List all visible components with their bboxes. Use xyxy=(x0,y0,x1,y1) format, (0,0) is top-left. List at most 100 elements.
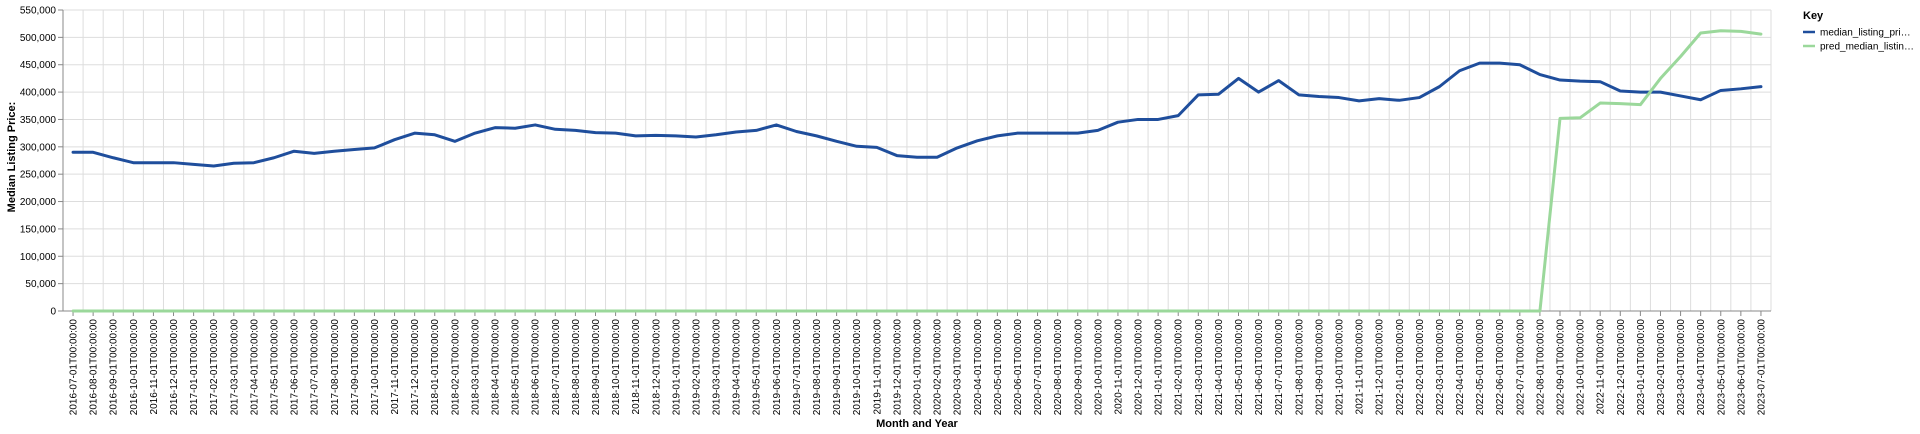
x-tick-label: 2021-01-01T00:00:00 xyxy=(1154,319,1165,416)
x-tick-label: 2021-09-01T00:00:00 xyxy=(1314,319,1325,416)
series-line-1 xyxy=(71,61,1763,168)
y-tick-label: 0 xyxy=(50,307,56,318)
x-tick-label: 2016-12-01T00:00:00 xyxy=(169,319,180,416)
x-tick-label: 2018-04-01T00:00:00 xyxy=(491,319,502,416)
x-tick-label: 2020-11-01T00:00:00 xyxy=(1113,319,1124,415)
x-tick-label: 2019-09-01T00:00:00 xyxy=(832,319,843,416)
x-tick-label: 2022-05-01T00:00:00 xyxy=(1475,319,1486,416)
x-tick-label: 2020-02-01T00:00:00 xyxy=(933,319,944,416)
x-tick-label: 2018-08-01T00:00:00 xyxy=(571,319,582,416)
x-tick-label: 2019-08-01T00:00:00 xyxy=(812,319,823,416)
x-tick-label: 2022-03-01T00:00:00 xyxy=(1435,319,1446,416)
y-tick-label: 400,000 xyxy=(20,88,57,99)
x-tick-label: 2021-10-01T00:00:00 xyxy=(1334,319,1345,416)
y-tick-label: 50,000 xyxy=(25,279,56,290)
y-tick-label: 300,000 xyxy=(20,142,57,153)
grid xyxy=(62,9,1772,312)
x-tick-label: 2020-12-01T00:00:00 xyxy=(1134,319,1145,416)
y-axis-title: Median Listing Price: xyxy=(6,102,18,213)
x-tick-label: 2022-04-01T00:00:00 xyxy=(1455,319,1466,416)
x-tick-label: 2020-09-01T00:00:00 xyxy=(1073,319,1084,416)
x-tick-label: 2018-03-01T00:00:00 xyxy=(470,319,481,416)
x-tick-label: 2019-02-01T00:00:00 xyxy=(691,319,702,416)
x-tick-label: 2017-12-01T00:00:00 xyxy=(410,319,421,416)
x-tick-label: 2020-07-01T00:00:00 xyxy=(1033,319,1044,416)
x-tick-label: 2017-09-01T00:00:00 xyxy=(350,319,361,416)
y-tick-label: 350,000 xyxy=(20,115,57,126)
x-tick-label: 2023-04-01T00:00:00 xyxy=(1696,319,1707,416)
x-tick-label: 2016-08-01T00:00:00 xyxy=(89,319,100,416)
x-tick-label: 2021-12-01T00:00:00 xyxy=(1375,319,1386,416)
x-tick-label: 2018-09-01T00:00:00 xyxy=(591,319,602,416)
x-tick-label: 2022-09-01T00:00:00 xyxy=(1556,319,1567,416)
y-tick-label: 250,000 xyxy=(20,170,57,181)
x-tick-label: 2017-07-01T00:00:00 xyxy=(310,319,321,416)
x-tick-label: 2018-11-01T00:00:00 xyxy=(631,319,642,415)
legend-label: pred_median_listin… xyxy=(1820,42,1914,53)
x-tick-label: 2018-05-01T00:00:00 xyxy=(511,319,522,416)
x-tick-label: 2022-07-01T00:00:00 xyxy=(1515,319,1526,416)
x-tick-label: 2022-08-01T00:00:00 xyxy=(1535,319,1546,416)
x-tick-label: 2018-12-01T00:00:00 xyxy=(651,319,662,416)
x-tick-label: 2021-11-01T00:00:00 xyxy=(1355,319,1366,415)
x-tick-label: 2019-12-01T00:00:00 xyxy=(892,319,903,416)
x-tick-label: 2020-06-01T00:00:00 xyxy=(1013,319,1024,416)
x-tick-label: 2016-07-01T00:00:00 xyxy=(69,319,80,416)
x-tick-label: 2019-05-01T00:00:00 xyxy=(752,319,763,416)
x-tick-label: 2021-08-01T00:00:00 xyxy=(1294,319,1305,416)
x-tick-label: 2022-12-01T00:00:00 xyxy=(1616,319,1627,416)
x-tick-label: 2021-04-01T00:00:00 xyxy=(1214,319,1225,416)
x-tick-label: 2019-07-01T00:00:00 xyxy=(792,319,803,416)
series-line-2 xyxy=(71,29,1763,313)
x-tick-label: 2018-02-01T00:00:00 xyxy=(450,319,461,416)
x-tick-label: 2017-08-01T00:00:00 xyxy=(330,319,341,416)
x-tick-label: 2017-11-01T00:00:00 xyxy=(390,319,401,415)
x-tick-label: 2018-01-01T00:00:00 xyxy=(430,319,441,416)
legend: Key median_listing_pri… pred_median_listi… xyxy=(1803,10,1914,53)
x-tick-label: 2023-06-01T00:00:00 xyxy=(1736,319,1747,416)
y-tick-label: 450,000 xyxy=(20,60,57,71)
y-tick-label: 550,000 xyxy=(20,6,57,17)
x-tick-label: 2018-06-01T00:00:00 xyxy=(531,319,542,416)
x-tick-label: 2022-01-01T00:00:00 xyxy=(1395,319,1406,416)
x-tick-label: 2020-04-01T00:00:00 xyxy=(973,319,984,416)
x-axis-title: Month and Year xyxy=(876,418,958,430)
x-tick-label: 2019-03-01T00:00:00 xyxy=(712,319,723,416)
x-tick-label: 2017-04-01T00:00:00 xyxy=(249,319,260,416)
x-tick-label: 2021-05-01T00:00:00 xyxy=(1234,319,1245,416)
y-tick-label: 200,000 xyxy=(20,197,57,208)
y-axis: 0 50,000 100,000 150,000 200,000 250,000 300,0… xyxy=(20,6,64,318)
x-tick-label: 2019-10-01T00:00:00 xyxy=(852,319,863,416)
y-tick-label: 100,000 xyxy=(20,252,57,263)
x-tick-label: 2019-11-01T00:00:00 xyxy=(872,319,883,415)
x-tick-label: 2017-10-01T00:00:00 xyxy=(370,319,381,416)
x-tick-label: 2020-03-01T00:00:00 xyxy=(953,319,964,416)
legend-label: median_listing_pri… xyxy=(1820,28,1911,39)
x-tick-label: 2018-10-01T00:00:00 xyxy=(611,319,622,416)
x-tick-label: 2017-06-01T00:00:00 xyxy=(290,319,301,416)
x-tick-label: 2017-01-01T00:00:00 xyxy=(189,319,200,416)
x-tick-label: 2020-05-01T00:00:00 xyxy=(993,319,1004,416)
x-tick-label: 2022-02-01T00:00:00 xyxy=(1415,319,1426,416)
y-tick-label: 150,000 xyxy=(20,224,57,235)
x-tick-label: 2018-07-01T00:00:00 xyxy=(551,319,562,416)
y-tick-label: 500,000 xyxy=(20,33,57,44)
x-tick-label: 2017-03-01T00:00:00 xyxy=(229,319,240,416)
legend-title: Key xyxy=(1803,10,1824,22)
x-tick-label: 2021-02-01T00:00:00 xyxy=(1174,319,1185,416)
x-tick-label: 2022-11-01T00:00:00 xyxy=(1596,319,1607,415)
x-tick-label: 2016-10-01T00:00:00 xyxy=(129,319,140,416)
x-tick-label: 2020-01-01T00:00:00 xyxy=(913,319,924,416)
x-tick-label: 2022-06-01T00:00:00 xyxy=(1495,319,1506,416)
x-tick-label: 2017-05-01T00:00:00 xyxy=(269,319,280,416)
x-tick-label: 2019-06-01T00:00:00 xyxy=(772,319,783,416)
x-tick-label: 2023-02-01T00:00:00 xyxy=(1656,319,1667,416)
x-tick-label: 2022-10-01T00:00:00 xyxy=(1576,319,1587,416)
x-tick-label: 2016-09-01T00:00:00 xyxy=(109,319,120,416)
x-tick-label: 2019-04-01T00:00:00 xyxy=(732,319,743,416)
x-tick-label: 2020-08-01T00:00:00 xyxy=(1053,319,1064,416)
x-tick-label: 2016-11-01T00:00:00 xyxy=(149,319,160,415)
x-tick-label: 2019-01-01T00:00:00 xyxy=(671,319,682,416)
x-tick-label: 2017-02-01T00:00:00 xyxy=(209,319,220,416)
